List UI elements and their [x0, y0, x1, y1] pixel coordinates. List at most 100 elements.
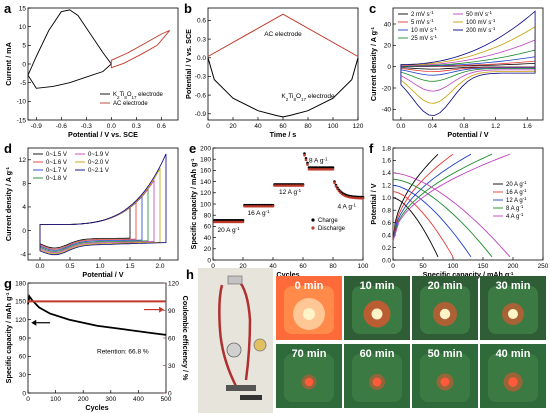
legend-label-charge: Charge: [318, 218, 338, 224]
legend-label-d-3: 0~1.8 V: [46, 176, 67, 182]
plot-frame-d: [27, 147, 179, 261]
charge-curve-f-0: [392, 153, 439, 242]
x-tick-label-b-6: 120: [353, 123, 364, 130]
y-tick-label-a-4: 5: [22, 43, 26, 50]
x-tick-label-f-2: 100: [448, 263, 459, 270]
y-tick-label-c-1: -20: [382, 85, 392, 92]
y-tick-label-f-3: 0.6: [382, 220, 391, 227]
led-light: [371, 308, 383, 320]
y-tick-label-e-0: 0: [207, 257, 211, 264]
panel-a: -0.9 -0.6 -0.3 0.0 0.3 0.6 -15 -10 -5 0 5 10 15 a Pote…: [4, 1, 179, 139]
y-tick-label-d-2: 4: [22, 204, 26, 211]
x-axis-label-e: Cycles: [276, 270, 299, 279]
panel-letter-f: f: [369, 141, 374, 156]
legend-label-d-5: 0~2.0 V: [88, 160, 109, 166]
y-tick-label-b-2: -0.3: [195, 74, 207, 81]
x-tick-label-f-4: 200: [508, 263, 519, 270]
led-tiles: 0 min 10 min 20 min 30 min 70 min 60 min 50 mi…: [276, 276, 546, 408]
discharge-curve-f-0: [392, 197, 439, 258]
legend-label-d-6: 0~2.1 V: [88, 168, 109, 174]
y-tick-label-c-0: -40: [382, 107, 392, 114]
y-tick-label-e-6: 120: [200, 190, 211, 197]
legend-label-c-0: 2 mV s-1: [411, 10, 434, 19]
x-tick-label-a-5: 0.6: [157, 123, 166, 130]
y2-axis-label: Coulombic efficiency / %: [181, 296, 190, 381]
charge-curve-f-2: [392, 153, 472, 242]
panel-letter-a: a: [4, 1, 12, 16]
rate-label-2: 12 A g-1: [279, 187, 302, 196]
x-tick-label-g-4: 400: [133, 396, 144, 403]
y-tick-label-g-3: 90: [19, 335, 27, 342]
led-tile: 60 min: [344, 344, 410, 408]
y-tick-label-f-1: 0.2: [382, 245, 391, 252]
y-axis-label-d: Current density / A g-1: [4, 166, 13, 241]
legend-marker-discharge: [311, 226, 315, 230]
device-drawing: [218, 275, 267, 400]
charge-curve-f-3: [392, 153, 493, 242]
x-tick-label-d-0: 0.0: [35, 263, 44, 270]
x-tick-label-f-5: 250: [538, 263, 549, 270]
x-tick-label-e-5: 100: [358, 263, 369, 270]
panel-e: 0 20 40 60 80 100 0 20 40 60 80 100 120 140 160 180 200 e…: [189, 141, 369, 279]
rate-label-4: 4 A g-1: [338, 202, 357, 211]
panel-letter-d: d: [4, 141, 12, 156]
panel-letter-c: c: [369, 1, 376, 16]
x-tick-label-f-0: 0: [391, 263, 395, 270]
legend-label-c-5: 100 mV s-1: [466, 18, 496, 27]
y-tick-label-a-6: 15: [19, 5, 27, 12]
y-tick-label-e-3: 60: [204, 224, 212, 231]
y-tick-label-e-9: 180: [200, 157, 211, 164]
panel-letter-b: b: [184, 1, 192, 16]
gcd-curve-ac: [207, 13, 359, 57]
x-tick-label-b-2: 40: [254, 123, 262, 130]
legend-label-discharge: Discharge: [318, 226, 346, 232]
x-tick-label-a-1: -0.6: [56, 123, 68, 130]
legend-label-d-2: 0~1.7 V: [46, 168, 67, 174]
legend-label-d-4: 0~1.9 V: [88, 152, 109, 158]
y-tick-label-f-0: 0.0: [382, 257, 391, 264]
discharge-point: [304, 158, 308, 162]
time-label: 20 min: [428, 280, 463, 292]
time-label: 50 min: [428, 348, 463, 360]
legend-label-f-3: 8 A g-1: [506, 204, 524, 213]
y-tick-label-a-5: 10: [19, 24, 27, 31]
discharge-curve-f-2: [392, 184, 472, 258]
y-tick-label-a-0: -15: [17, 117, 27, 124]
x-axis-label-g: Cycles: [85, 403, 108, 412]
led-light: [508, 309, 518, 319]
x-tick-label-f-3: 150: [478, 263, 489, 270]
led-light: [304, 377, 314, 387]
charts-layer: -0.9 -0.6 -0.3 0.0 0.3 0.6 -15 -10 -5 0 5 10 15 a Pote…: [4, 1, 549, 412]
y-tick-label-e-10: 200: [200, 145, 211, 152]
legend-label-a-0: K2Ti8O17 electrode: [113, 92, 164, 100]
y-tick-label-b-0: -0.9: [195, 111, 207, 118]
y-tick-label-g-0: 0: [22, 390, 26, 397]
legend-label-c-3: 25 mV s-1: [411, 34, 438, 43]
legend-label-f-4: 4 A g-1: [506, 212, 524, 221]
panel-d: 0.0 0.5 1.0 1.5 2.0 -4 0 4 8 12 d Potential / V Curr…: [4, 141, 179, 279]
legend-label-f-1: 16 A g-1: [506, 188, 527, 197]
x-tick-label-g-1: 100: [50, 396, 61, 403]
y-tick-label-f-4: 0.8: [382, 208, 391, 215]
discharge-point: [331, 167, 335, 171]
discharge-point: [301, 184, 305, 187]
charge-curve-f-1: [392, 153, 454, 242]
gcd-curve-k2ti8o17: [207, 57, 359, 118]
x-tick-label-e-2: 40: [269, 263, 277, 270]
legend-marker-charge: [311, 218, 315, 222]
led-light: [303, 308, 315, 320]
plot-frame-b: [207, 7, 359, 121]
panel-letter-e: e: [189, 141, 196, 156]
capacity-curve: [27, 294, 167, 336]
y-tick-label-d-0: -4: [20, 251, 26, 258]
x-axis-label-c: Potential / V: [447, 130, 488, 139]
x-tick-label-a-3: 0.0: [107, 123, 116, 130]
x-tick-label-g-2: 200: [78, 396, 89, 403]
time-label: 0 min: [295, 280, 324, 292]
y-tick-label-e-8: 160: [200, 168, 211, 175]
panel-letter-g: g: [4, 276, 12, 291]
y-axis-label-c: Current density / A g-1: [369, 26, 378, 101]
y-tick-label-a-1: -10: [17, 99, 27, 106]
panel-b: 0 20 40 60 80 100 120 -0.9 -0.6 -0.3 0.0 0.3 0.6 b Tim…: [184, 1, 364, 139]
led-tile: 10 min: [344, 276, 410, 340]
